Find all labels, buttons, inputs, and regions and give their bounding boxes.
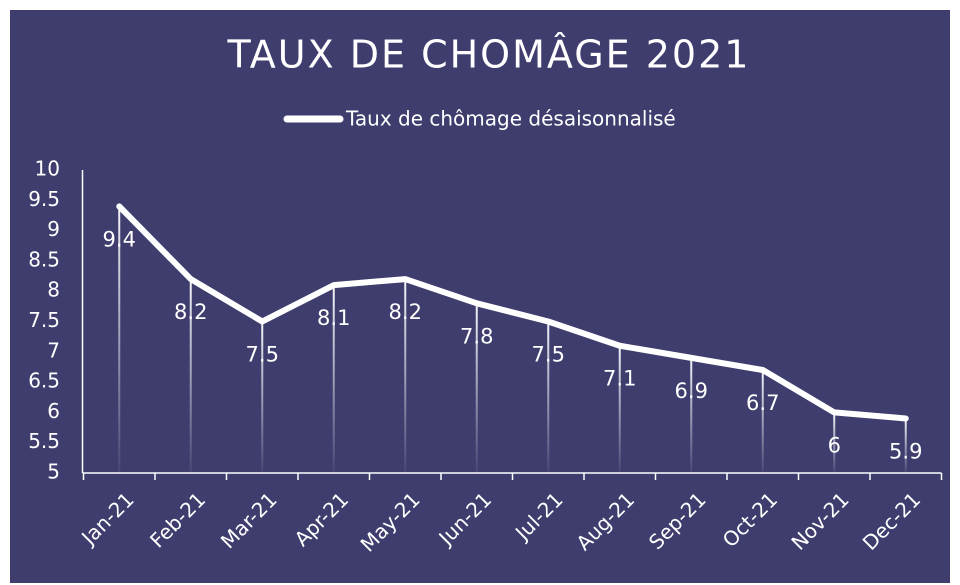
legend-label: Taux de chômage désaisonnalisé	[345, 107, 676, 131]
drop-line	[833, 412, 836, 473]
drop-line	[261, 321, 264, 473]
drop-line	[547, 321, 550, 473]
data-label: 8.1	[317, 306, 350, 330]
chart-title: TAUX DE CHOMÂGE 2021	[227, 33, 751, 77]
data-label: 8.2	[174, 300, 207, 324]
data-label: 9.4	[103, 227, 136, 251]
data-label: 6.9	[675, 379, 708, 403]
y-tick-label: 9.5	[28, 187, 60, 211]
drop-line	[618, 345, 621, 473]
drop-line	[761, 369, 764, 473]
y-tick-label: 9	[47, 217, 60, 241]
data-label: 6	[828, 433, 841, 457]
y-tick-label: 6	[47, 399, 60, 423]
y-tick-label: 5.5	[28, 429, 60, 453]
y-tick-label: 5	[47, 460, 60, 484]
data-label: 8.2	[389, 300, 422, 324]
data-label: 7.5	[246, 343, 279, 367]
y-tick-label: 10	[35, 157, 60, 181]
drop-line	[189, 279, 192, 473]
drop-line	[404, 279, 407, 473]
background	[10, 10, 950, 583]
drop-line	[690, 357, 693, 473]
y-tick-label: 8	[47, 278, 60, 302]
line	[116, 203, 909, 422]
y-tick-label: 8.5	[28, 247, 60, 271]
drop-line	[904, 418, 907, 473]
drop-line	[332, 285, 335, 473]
data-label: 6.7	[746, 391, 779, 415]
data-label: 7.8	[460, 324, 493, 348]
data-label: 7.5	[532, 343, 565, 367]
data-label: 5.9	[889, 439, 922, 463]
drop-line	[475, 303, 478, 473]
data-label: 7.1	[603, 367, 636, 391]
y-tick-label: 6.5	[28, 369, 60, 393]
drop-line	[118, 206, 121, 474]
y-tick-label: 7.5	[28, 308, 60, 332]
y-tick-label: 7	[47, 338, 60, 362]
